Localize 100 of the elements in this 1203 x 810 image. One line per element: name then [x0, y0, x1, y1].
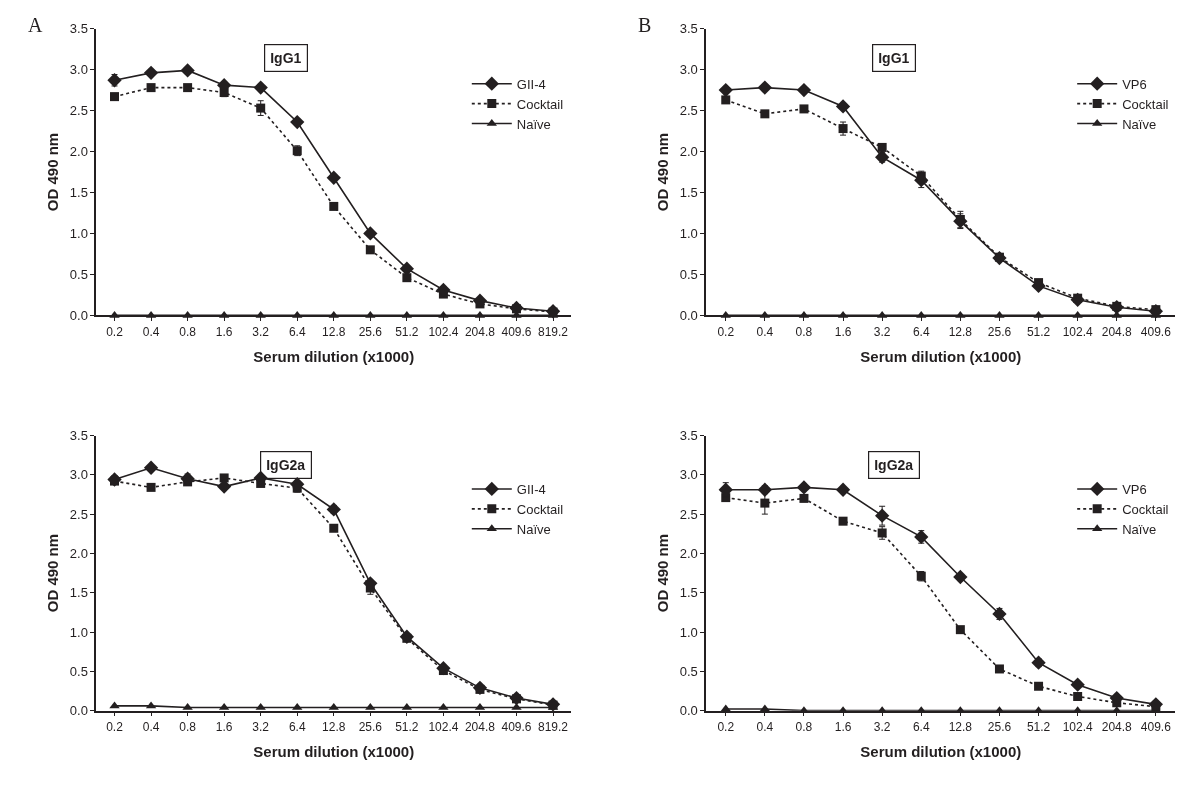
legend-label: VP6	[1122, 76, 1147, 92]
y-tick-label: 1.5	[69, 585, 88, 601]
x-axis-title: Serum dilution (x1000)	[253, 743, 415, 761]
y-tick-label: 2.0	[679, 144, 698, 160]
x-tick-label: 6.4	[912, 719, 930, 734]
legend-label: Naïve	[516, 116, 551, 132]
x-tick-label: 6.4	[912, 324, 930, 339]
legend-label: Cocktail	[1122, 501, 1169, 517]
x-tick-label: 204.8	[464, 719, 496, 734]
text: IgG1	[878, 50, 910, 67]
y-tick-label: 2.5	[679, 103, 698, 119]
x-axis-title: Serum dilution (x1000)	[860, 743, 1022, 761]
x-tick-label: 51.2	[1026, 719, 1051, 734]
x-tick-label: 25.6	[358, 324, 383, 339]
x-tick-label: 0.8	[179, 324, 197, 339]
legend-label: Naïve	[1122, 521, 1157, 537]
y-tick-label: 1.5	[679, 585, 698, 601]
y-axis-title: OD 490 nm	[653, 533, 671, 613]
x-tick-label: 3.2	[873, 719, 891, 734]
y-tick-label: 3.5	[69, 428, 88, 444]
x-tick-label: 51.2	[395, 719, 419, 734]
y-tick-label: 0.0	[69, 703, 88, 719]
text: IgG2a	[266, 457, 306, 474]
y-tick-label: 3.0	[679, 62, 698, 78]
y-tick-label: 0.0	[69, 307, 88, 323]
x-tick-label: 1.6	[215, 719, 233, 734]
y-tick-label: 1.0	[69, 226, 88, 241]
x-tick-label: 0.2	[106, 324, 124, 339]
text: B	[638, 14, 652, 36]
y-tick-label: 3.0	[69, 467, 88, 483]
y-tick-label: 0.5	[679, 663, 698, 679]
legend-label: Naïve	[1122, 116, 1157, 132]
x-tick-label: 12.8	[948, 324, 973, 339]
y-tick-label: 0.0	[679, 703, 698, 719]
y-tick-label: 1.0	[69, 624, 88, 640]
x-tick-label: 25.6	[987, 719, 1012, 734]
y-axis-title: OD 490 nm	[43, 132, 61, 212]
y-axis-title: OD 490 nm	[43, 533, 61, 613]
x-tick-label: 1.6	[834, 324, 852, 339]
legend-label: GII-4	[516, 76, 546, 92]
x-tick-label: 409.6	[501, 719, 532, 734]
legend-label: VP6	[1122, 482, 1147, 498]
text: A	[28, 14, 43, 36]
x-tick-label: 204.8	[464, 324, 496, 339]
x-tick-label: 25.6	[358, 719, 383, 734]
x-tick-label: 51.2	[1026, 324, 1051, 339]
y-tick-label: 0.0	[679, 307, 698, 323]
x-tick-label: 204.8	[1101, 719, 1133, 734]
text: IgG2a	[874, 457, 914, 474]
y-tick-label: 1.5	[679, 185, 698, 201]
y-tick-label: 3.5	[69, 21, 88, 37]
y-tick-label: 1.5	[69, 185, 88, 201]
x-tick-label: 0.4	[142, 324, 160, 339]
x-tick-label: 102.4	[1062, 324, 1093, 339]
x-tick-label: 819.2	[538, 324, 569, 339]
y-axis-title: OD 490 nm	[653, 132, 671, 212]
x-tick-label: 204.8	[1101, 324, 1133, 339]
x-tick-label: 25.6	[987, 324, 1012, 339]
x-tick-label: 3.2	[252, 719, 270, 734]
legend-label: Cocktail	[516, 96, 564, 112]
y-tick-label: 2.5	[69, 103, 88, 119]
y-tick-label: 2.0	[679, 545, 698, 561]
x-tick-label: 51.2	[395, 324, 419, 339]
y-tick-label: 3.5	[679, 21, 698, 37]
x-tick-label: 0.8	[179, 719, 197, 734]
x-axis-title: Serum dilution (x1000)	[253, 348, 415, 366]
x-tick-label: 0.4	[756, 719, 774, 734]
x-tick-label: 0.4	[142, 719, 160, 734]
y-tick-label: 2.0	[69, 545, 88, 561]
x-tick-label: 0.2	[717, 324, 735, 339]
legend-label: GII-4	[516, 482, 546, 498]
y-tick-label: 0.5	[679, 266, 698, 282]
y-tick-label: 2.5	[679, 506, 698, 522]
x-axis-title: Serum dilution (x1000)	[860, 348, 1022, 366]
legend-label: Naïve	[516, 521, 551, 537]
x-tick-label: 102.4	[1062, 719, 1093, 734]
y-tick-label: 3.0	[69, 62, 88, 78]
y-tick-label: 3.0	[679, 467, 698, 483]
x-tick-label: 1.6	[834, 719, 852, 734]
x-tick-label: 0.2	[106, 719, 124, 734]
x-tick-label: 0.2	[717, 719, 735, 734]
y-tick-label: 1.0	[679, 226, 698, 241]
y-tick-label: 0.5	[69, 663, 88, 679]
x-tick-label: 0.8	[795, 324, 813, 339]
x-tick-label: 409.6	[1140, 324, 1172, 339]
x-tick-label: 3.2	[873, 324, 891, 339]
x-tick-label: 0.8	[795, 719, 813, 734]
x-tick-label: 102.4	[428, 324, 459, 339]
x-tick-label: 6.4	[288, 324, 306, 339]
x-tick-label: 409.6	[1140, 719, 1172, 734]
x-tick-label: 102.4	[428, 719, 459, 734]
y-tick-label: 0.5	[69, 266, 88, 282]
x-tick-label: 12.8	[322, 719, 346, 734]
x-tick-label: 819.2	[538, 719, 569, 734]
x-tick-label: 409.6	[501, 324, 532, 339]
x-tick-label: 0.4	[756, 324, 774, 339]
legend-label: Cocktail	[516, 501, 564, 517]
y-tick-label: 2.0	[69, 144, 88, 160]
y-tick-label: 2.5	[69, 506, 88, 522]
x-tick-label: 6.4	[288, 719, 306, 734]
